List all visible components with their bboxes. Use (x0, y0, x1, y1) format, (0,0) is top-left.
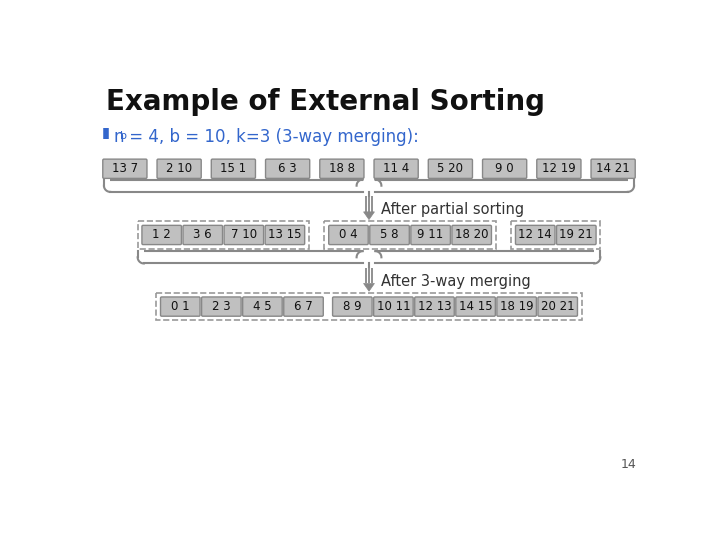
FancyBboxPatch shape (183, 225, 222, 245)
Text: 6 3: 6 3 (279, 162, 297, 176)
FancyBboxPatch shape (370, 225, 409, 245)
Text: 2 3: 2 3 (212, 300, 230, 313)
Text: 12 14: 12 14 (518, 228, 552, 241)
FancyBboxPatch shape (333, 297, 372, 316)
FancyBboxPatch shape (320, 159, 364, 178)
FancyBboxPatch shape (243, 297, 282, 316)
Text: 9 0: 9 0 (495, 162, 514, 176)
FancyBboxPatch shape (452, 225, 492, 245)
FancyBboxPatch shape (202, 297, 241, 316)
FancyBboxPatch shape (103, 159, 147, 178)
Text: 0 4: 0 4 (339, 228, 358, 241)
Text: 13 15: 13 15 (268, 228, 302, 241)
FancyBboxPatch shape (374, 297, 413, 316)
Text: 18 8: 18 8 (329, 162, 355, 176)
Text: 14 15: 14 15 (459, 300, 492, 313)
Text: After 3-way merging: After 3-way merging (382, 274, 531, 289)
FancyBboxPatch shape (284, 297, 323, 316)
Text: 18 20: 18 20 (455, 228, 488, 241)
FancyBboxPatch shape (224, 225, 264, 245)
FancyBboxPatch shape (157, 159, 201, 178)
Text: 14: 14 (621, 458, 636, 471)
FancyBboxPatch shape (329, 225, 368, 245)
Text: 12 19: 12 19 (542, 162, 576, 176)
Text: 14 21: 14 21 (596, 162, 630, 176)
Text: 1 2: 1 2 (153, 228, 171, 241)
Text: 6 7: 6 7 (294, 300, 313, 313)
FancyBboxPatch shape (557, 225, 596, 245)
Bar (138, 221, 309, 249)
Text: 13 7: 13 7 (112, 162, 138, 176)
Text: = 4, b = 10, k=3 (3-way merging):: = 4, b = 10, k=3 (3-way merging): (124, 128, 419, 146)
Text: 2 10: 2 10 (166, 162, 192, 176)
Polygon shape (364, 284, 374, 291)
Text: n: n (113, 128, 124, 146)
Text: 15 1: 15 1 (220, 162, 246, 176)
Text: 7 10: 7 10 (231, 228, 257, 241)
FancyBboxPatch shape (265, 225, 305, 245)
FancyBboxPatch shape (142, 225, 181, 245)
Text: 20 21: 20 21 (541, 300, 575, 313)
FancyBboxPatch shape (266, 159, 310, 178)
FancyBboxPatch shape (497, 297, 536, 316)
Bar (511, 221, 600, 249)
Text: Example of External Sorting: Example of External Sorting (106, 88, 544, 116)
Text: 5 8: 5 8 (380, 228, 399, 241)
FancyBboxPatch shape (374, 159, 418, 178)
Text: 12 13: 12 13 (418, 300, 451, 313)
Polygon shape (364, 212, 374, 220)
FancyBboxPatch shape (411, 225, 451, 245)
Text: After partial sorting: After partial sorting (382, 202, 525, 217)
FancyBboxPatch shape (161, 297, 200, 316)
Text: 8 9: 8 9 (343, 300, 361, 313)
FancyBboxPatch shape (516, 225, 555, 245)
Text: 19 21: 19 21 (559, 228, 593, 241)
Text: 10 11: 10 11 (377, 300, 410, 313)
Text: b: b (120, 131, 127, 141)
FancyBboxPatch shape (591, 159, 635, 178)
Text: 18 19: 18 19 (500, 300, 534, 313)
FancyBboxPatch shape (428, 159, 472, 178)
Text: 4 5: 4 5 (253, 300, 271, 313)
FancyBboxPatch shape (211, 159, 256, 178)
FancyBboxPatch shape (538, 297, 577, 316)
FancyBboxPatch shape (537, 159, 581, 178)
Text: 0 1: 0 1 (171, 300, 189, 313)
Text: 11 4: 11 4 (383, 162, 409, 176)
Bar (156, 293, 582, 320)
FancyBboxPatch shape (482, 159, 527, 178)
Text: 5 20: 5 20 (437, 162, 464, 176)
Text: 3 6: 3 6 (194, 228, 212, 241)
Bar (325, 221, 495, 249)
Text: 9 11: 9 11 (418, 228, 444, 241)
FancyBboxPatch shape (456, 297, 495, 316)
FancyBboxPatch shape (415, 297, 454, 316)
